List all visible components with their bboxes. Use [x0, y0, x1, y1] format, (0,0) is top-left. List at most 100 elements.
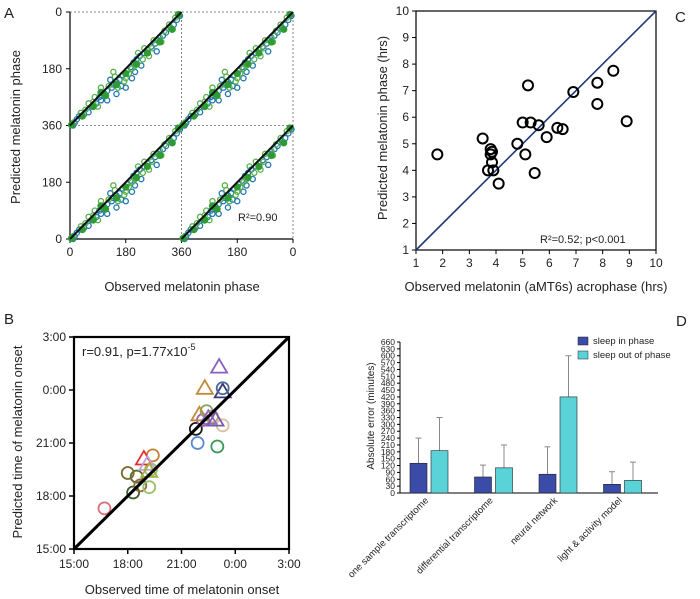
- d-ytick-label-21: 630: [381, 344, 395, 354]
- panel-c-xlabel: Observed melatonin (aMT6s) acrophase (hr…: [405, 279, 668, 294]
- a-point-s0-q3-39: [224, 204, 232, 211]
- panel-d-letter: D: [676, 313, 687, 330]
- d-ytick-label-14: 420: [381, 392, 395, 402]
- a-point-s0-q1-35: [240, 74, 247, 82]
- b-xtick-label-4: 3:00: [277, 557, 301, 571]
- c-ytick-label-5: 5: [402, 137, 409, 151]
- c-ytick-label-1: 1: [402, 243, 409, 257]
- d-ytick-label-8: 240: [381, 433, 395, 443]
- a-point-s2-q1-5: [233, 69, 241, 78]
- b-point-24: [210, 439, 225, 454]
- a-point-s1-q2-24: [139, 169, 147, 177]
- b-point-2: [126, 485, 141, 500]
- a-point-s0-q1-9: [209, 97, 216, 104]
- b-xtick-label-0: 15:00: [59, 557, 89, 571]
- a-point-s1-q3-27: [221, 182, 229, 189]
- a-point-s1-q0-9: [120, 78, 128, 85]
- a-point-s0-q2-39: [113, 204, 120, 211]
- a-point-s2-q3-7: [255, 162, 263, 171]
- c-point-21: [591, 97, 604, 110]
- c-xtick-label-2: 2: [439, 256, 446, 270]
- b-point-9: [137, 454, 158, 471]
- a-point-s1-q2-18: [165, 134, 173, 142]
- c-point-10: [516, 116, 529, 129]
- c-point-16: [540, 131, 553, 144]
- a-point-s1-q1-25: [260, 45, 267, 52]
- a-point-s1-q1-15: [261, 37, 269, 44]
- c-point-14: [528, 166, 541, 179]
- c-point-8: [492, 177, 505, 190]
- a-point-s2-q0-6: [132, 60, 141, 68]
- a-point-s1-q2-23: [128, 178, 136, 186]
- a-fit-line-3: [180, 124, 294, 240]
- d-ytick-label-6: 180: [381, 447, 395, 457]
- d-bar-1-2: [559, 396, 578, 494]
- c-point-18: [556, 123, 569, 136]
- b-xtick-label-3: 0:00: [224, 557, 248, 571]
- a-point-s1-q2-25: [148, 158, 156, 166]
- a-point-s1-q1-24: [251, 56, 258, 63]
- a-xtick-label-0: 0: [67, 245, 74, 259]
- a-point-s2-q0-8: [156, 38, 164, 46]
- a-point-s0-q3-40: [233, 197, 241, 205]
- b-xtick-label-2: 21:00: [166, 557, 196, 571]
- c-ytick-label-7: 7: [402, 84, 409, 98]
- a-point-s0-q2-35: [128, 188, 136, 195]
- a-point-s1-q3-24: [251, 169, 258, 177]
- d-ytick-label-18: 540: [381, 364, 395, 374]
- a-point-s1-q0-2: [82, 106, 89, 113]
- a-point-s2-q1-8: [267, 38, 275, 46]
- c-frame: [415, 10, 657, 251]
- a-point-s1-q1-27: [221, 68, 229, 76]
- panel-c-plot: 11 2 2 3 3 4 4 5 5 6 6 7 7 8 8 9 9 10 10: [396, 4, 663, 270]
- a-xtick-label-2: 360: [171, 245, 191, 259]
- d-ytick-label-20: 600: [381, 351, 395, 361]
- a-point-s1-q0-6: [105, 82, 112, 90]
- b-ytick-label-2: 21:00: [36, 436, 66, 450]
- a-point-s0-q0-33: [107, 76, 114, 84]
- panel-c: C 11 2 2 3 3 4 4 5 5 6 6 7 7 8 8 9 9 10 10 Observed melato…: [375, 4, 686, 294]
- a-point-s1-q3-15: [261, 150, 269, 158]
- a-point-s1-q1-18: [277, 21, 284, 28]
- a-point-s2-q0-2: [89, 102, 97, 111]
- a-point-s0-q0-41: [131, 68, 139, 76]
- a-point-s2-q0-4: [112, 80, 121, 89]
- c-point-20: [591, 76, 604, 89]
- a-xtick-label-1: 180: [116, 245, 136, 259]
- a-point-s1-q1-2: [193, 106, 201, 113]
- d-legend-swatch-0: [577, 336, 589, 346]
- a-point-s2-q3-5: [233, 183, 241, 191]
- d-bar-0-0: [409, 462, 428, 494]
- c-xtick-label-6: 6: [546, 256, 553, 270]
- d-ytick-label-22: 660: [381, 337, 395, 347]
- a-point-s0-q1-33: [218, 76, 226, 84]
- d-ytick-label-11: 330: [381, 413, 395, 423]
- c-xtick-label-10: 10: [649, 256, 663, 270]
- a-point-s2-q2-2: [89, 216, 97, 224]
- a-point-s0-q1-12: [220, 84, 227, 91]
- d-ytick-label-9: 270: [381, 426, 395, 436]
- c-ytick-label-8: 8: [402, 57, 409, 71]
- a-point-s1-q0-18: [165, 21, 173, 28]
- panel-d-ylabel: Absolute error (minutes): [366, 362, 377, 469]
- a-point-s0-q2-40: [122, 197, 130, 205]
- c-ytick-label-10: 10: [396, 4, 410, 18]
- a-point-s1-q3-23: [240, 178, 247, 186]
- d-bar-1-1: [495, 467, 513, 494]
- a-point-s1-q0-25: [148, 45, 156, 52]
- d-ytick-label-5: 150: [381, 454, 395, 464]
- a-point-s2-q1-9: [280, 25, 288, 33]
- b-point-22: [215, 381, 230, 396]
- d-ytick-label-15: 450: [381, 385, 395, 395]
- c-xtick-label-5: 5: [519, 256, 526, 270]
- d-ytick-label-0: 0: [390, 488, 395, 498]
- b-ytick-label-1: 18:00: [36, 489, 66, 503]
- d-xtick-label-2: neural network: [508, 495, 560, 547]
- a-point-s2-q2-7: [143, 162, 152, 171]
- a-point-s2-q2-9: [168, 139, 176, 147]
- a-point-s0-q3-33: [218, 190, 226, 197]
- b-point-17: [189, 404, 209, 422]
- c-point-23: [620, 115, 633, 128]
